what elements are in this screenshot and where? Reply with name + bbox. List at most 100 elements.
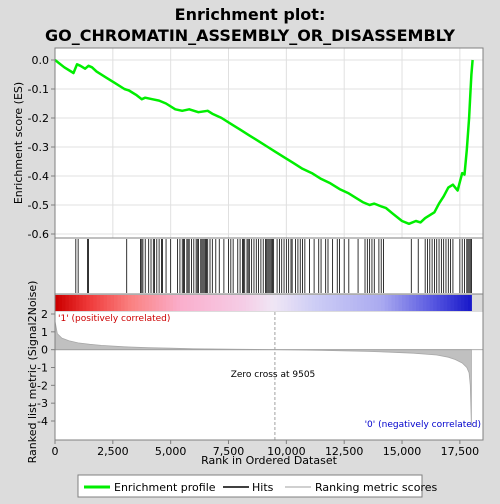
color-bar-segment	[329, 295, 334, 311]
color-bar-segment	[172, 295, 177, 311]
x-tick-label: 0	[52, 445, 59, 458]
color-bar-segment	[422, 295, 427, 311]
color-bar-segment	[145, 295, 150, 311]
metric-y-tick-label: 2	[41, 308, 48, 321]
metric-y-tick-label: -3	[37, 397, 48, 410]
metric-plot-area	[55, 312, 483, 440]
metric-y-tick-label: -2	[37, 379, 48, 392]
negative-correlation-label: '0' (negatively correlated)	[365, 420, 481, 430]
color-bar-segment	[179, 295, 184, 311]
x-tick-label: 17,500	[441, 445, 480, 458]
color-bar-segment	[200, 295, 205, 311]
color-bar-segment	[134, 295, 139, 311]
color-bar-segment	[391, 295, 396, 311]
color-bar-segment	[183, 295, 188, 311]
color-bar-segment	[419, 295, 424, 311]
es-profile-line	[54, 59, 474, 226]
color-bar-segment	[100, 295, 105, 311]
color-bar-segment	[93, 295, 98, 311]
color-bar-segment	[315, 295, 320, 311]
color-bar-segment	[193, 295, 198, 311]
x-tick-label: 12,500	[325, 445, 364, 458]
color-bar-segment	[426, 295, 431, 311]
color-bar-segment	[61, 295, 66, 311]
legend: Enrichment profile Hits Ranking metric s…	[77, 474, 437, 498]
chart-title-line2: GO_CHROMATIN_ASSEMBLY_OR_DISASSEMBLY	[45, 26, 455, 45]
zero-cross-label: Zero cross at 9505	[231, 370, 316, 380]
x-tick-label: 15,000	[383, 445, 422, 458]
color-bar-segment	[75, 295, 80, 311]
color-bar-segment	[304, 295, 309, 311]
color-bar-segment	[374, 295, 379, 311]
color-bar-segment	[318, 295, 323, 311]
color-bar-segment	[339, 295, 344, 311]
color-bar-segment	[415, 295, 420, 311]
color-bar-segment	[107, 295, 112, 311]
metric-y-tick-label: 0	[41, 344, 48, 357]
color-bar-segment	[367, 295, 372, 311]
x-tick-label: 10,000	[267, 445, 306, 458]
color-bar-segment	[363, 295, 368, 311]
color-bar-segment	[280, 295, 285, 311]
color-bar-segment	[72, 295, 77, 311]
metric-group	[54, 312, 483, 440]
color-bar-segment	[218, 295, 223, 311]
color-bar-segment	[127, 295, 132, 311]
color-bar-segment	[169, 295, 174, 311]
color-bar-segment	[204, 295, 209, 311]
es-y-tick-label: 0.0	[32, 54, 50, 67]
color-bar-segment	[346, 295, 351, 311]
color-bar-segment	[308, 295, 313, 311]
legend-es-label: Enrichment profile	[114, 481, 216, 494]
es-y-tick-label: -0.5	[28, 199, 49, 212]
color-bar-segment	[322, 295, 327, 311]
color-bar-segment	[370, 295, 375, 311]
color-bar-segment	[336, 295, 341, 311]
es-y-tick-label: -0.1	[28, 83, 49, 96]
color-bar-segment	[228, 295, 233, 311]
color-bar-segment	[120, 295, 125, 311]
color-bar-segment	[436, 295, 441, 311]
color-bar-segment	[266, 295, 271, 311]
color-bar-segment	[311, 295, 316, 311]
color-bar-segment	[356, 295, 361, 311]
color-bar-segment	[325, 295, 330, 311]
es-y-tick-label: -0.2	[28, 112, 49, 125]
color-bar-segment	[89, 295, 94, 311]
color-bar-segment	[207, 295, 212, 311]
color-bar-segment	[117, 295, 122, 311]
metric-y-ticks: 2 1 0 -1 -2 -3 -4	[37, 308, 55, 428]
color-bar-segment	[464, 295, 469, 311]
color-bar-segment	[141, 295, 146, 311]
color-bar-segment	[79, 295, 84, 311]
metric-y-tick-label: -1	[37, 362, 48, 375]
color-bar-segment	[113, 295, 118, 311]
color-bar-segment	[349, 295, 354, 311]
color-bar-segment	[82, 295, 87, 311]
color-bar-segment	[110, 295, 115, 311]
metric-y-tick-label: 1	[41, 326, 48, 339]
color-bar-segment	[235, 295, 240, 311]
color-bar-segment	[412, 295, 417, 311]
color-bar-segment	[225, 295, 230, 311]
color-bar-segment	[284, 295, 289, 311]
color-bar-segment	[353, 295, 358, 311]
color-bar-segment	[190, 295, 195, 311]
color-bar-segment	[55, 295, 59, 311]
color-bar-segment	[186, 295, 191, 311]
color-bar-segment	[360, 295, 365, 311]
color-bar-segment	[155, 295, 160, 311]
color-bar-segment	[388, 295, 393, 311]
metric-y-axis-label: Ranked list metric (Signal2Noise)	[26, 281, 39, 464]
color-bar-segment	[270, 295, 275, 311]
color-bar-segment	[405, 295, 410, 311]
color-bar-segment	[294, 295, 299, 311]
color-bar-segment	[256, 295, 261, 311]
color-bar-segment	[242, 295, 247, 311]
x-ticks: 0 2,500 5,000 7,500 10,000 12,500 15,000 17,500	[52, 440, 480, 458]
color-bar-segment	[252, 295, 257, 311]
color-bar-segment	[443, 295, 448, 311]
color-bar-segment	[124, 295, 129, 311]
color-bar-segment	[461, 295, 465, 311]
color-bar-segment	[277, 295, 282, 311]
